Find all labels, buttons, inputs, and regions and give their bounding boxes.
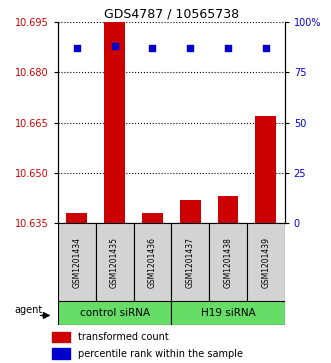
Bar bbox=[58, 223, 96, 301]
Text: GSM1201437: GSM1201437 bbox=[186, 237, 195, 288]
Point bbox=[225, 45, 231, 51]
Bar bbox=[180, 200, 201, 223]
Bar bbox=[96, 223, 133, 301]
Point bbox=[188, 45, 193, 51]
Title: GDS4787 / 10565738: GDS4787 / 10565738 bbox=[104, 8, 239, 21]
Bar bbox=[67, 213, 87, 223]
Point bbox=[112, 43, 117, 49]
Bar bbox=[52, 332, 70, 342]
Bar bbox=[217, 196, 238, 223]
Text: transformed count: transformed count bbox=[78, 332, 168, 342]
Bar bbox=[247, 223, 285, 301]
Bar bbox=[171, 301, 285, 325]
Text: GSM1201439: GSM1201439 bbox=[261, 237, 270, 288]
Bar bbox=[209, 223, 247, 301]
Text: GSM1201434: GSM1201434 bbox=[72, 237, 81, 288]
Bar bbox=[104, 22, 125, 223]
Point bbox=[74, 45, 79, 51]
Bar bbox=[133, 223, 171, 301]
Text: agent: agent bbox=[15, 305, 43, 315]
Text: control siRNA: control siRNA bbox=[79, 308, 150, 318]
Text: H19 siRNA: H19 siRNA bbox=[201, 308, 255, 318]
Point bbox=[150, 45, 155, 51]
Text: percentile rank within the sample: percentile rank within the sample bbox=[78, 348, 243, 359]
Text: GSM1201436: GSM1201436 bbox=[148, 237, 157, 288]
Bar bbox=[142, 213, 163, 223]
Bar bbox=[256, 116, 276, 223]
Text: GSM1201438: GSM1201438 bbox=[223, 237, 232, 288]
Point bbox=[263, 45, 268, 51]
Bar bbox=[58, 301, 171, 325]
Bar bbox=[171, 223, 209, 301]
Bar bbox=[52, 348, 70, 359]
Text: GSM1201435: GSM1201435 bbox=[110, 237, 119, 288]
